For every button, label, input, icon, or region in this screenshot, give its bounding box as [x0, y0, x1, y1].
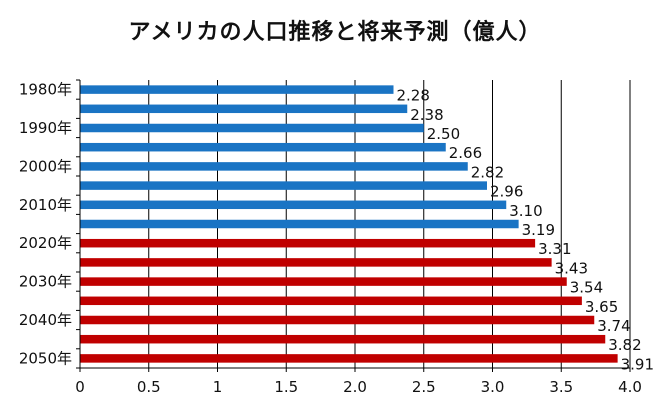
bar-1995年: [80, 142, 446, 152]
data-label-2005年: 2.96: [490, 183, 523, 201]
x-tick-label-6: 3.0: [481, 378, 505, 396]
bar-2005年: [80, 181, 487, 190]
y-tick-label-2000年: 2000年: [19, 157, 72, 175]
data-label-1985年: 2.38: [410, 106, 443, 124]
x-tick-label-8: 4.0: [618, 378, 642, 396]
x-tick-label-5: 2.5: [412, 378, 436, 396]
data-label-2030年: 3.54: [570, 279, 603, 297]
data-label-1995年: 2.66: [449, 144, 482, 162]
bar-1985年: [80, 104, 408, 114]
data-label-1980年: 2.28: [397, 87, 430, 105]
bar-2000年: [80, 162, 468, 171]
chart-title: アメリカの人口推移と将来予測（億人）: [128, 20, 542, 45]
x-tick-label-2: 1: [213, 378, 223, 396]
data-label-2045年: 3.82: [608, 336, 641, 354]
bar-2030年: [80, 277, 567, 286]
bar-2035年: [80, 296, 582, 306]
data-label-2035年: 3.65: [585, 298, 618, 316]
bar-1990年: [80, 123, 424, 133]
data-label-2040年: 3.74: [597, 317, 630, 335]
y-tick-label-2030年: 2030年: [19, 273, 72, 291]
x-tick-label-1: 0.5: [137, 378, 161, 396]
y-tick-label-2050年: 2050年: [19, 349, 72, 367]
y-tick-label-1990年: 1990年: [19, 119, 72, 137]
x-tick-label-7: 3.5: [549, 378, 573, 396]
data-label-2020年: 3.31: [538, 240, 571, 258]
y-tick-label-2010年: 2010年: [19, 196, 72, 214]
bar-1980年: [80, 85, 394, 94]
bar-2025年: [80, 258, 552, 267]
x-tick-label-3: 1.5: [274, 378, 298, 396]
bar-2050年: [80, 354, 618, 363]
bar-2015年: [80, 219, 519, 229]
data-label-2010年: 3.10: [509, 202, 542, 220]
bar-2045年: [80, 334, 606, 344]
y-tick-label-2040年: 2040年: [19, 311, 72, 329]
data-label-2050年: 3.91: [621, 355, 654, 373]
x-tick-label-4: 2.0: [343, 378, 367, 396]
data-label-1990年: 2.50: [427, 125, 460, 143]
data-label-2025年: 3.43: [555, 259, 588, 277]
y-tick-label-2020年: 2020年: [19, 234, 72, 252]
bar-2020年: [80, 238, 536, 248]
bar-2040年: [80, 315, 595, 325]
x-tick-label-0: 0: [75, 378, 85, 396]
data-label-2015年: 3.19: [522, 221, 555, 239]
data-label-2000年: 2.82: [471, 163, 504, 181]
bar-2010年: [80, 200, 507, 210]
y-tick-label-1980年: 1980年: [19, 81, 72, 99]
